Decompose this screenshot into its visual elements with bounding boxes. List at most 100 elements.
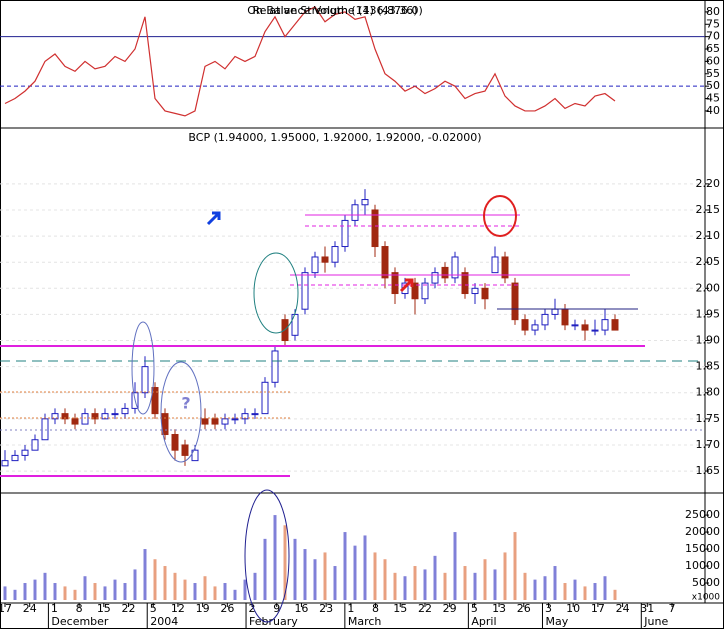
volume-bar bbox=[263, 538, 267, 600]
y-tick-label: 1.95 bbox=[696, 307, 721, 320]
y-tick-label: 25000 bbox=[685, 508, 720, 521]
volume-bar bbox=[233, 589, 237, 600]
volume-bar bbox=[153, 559, 157, 600]
volume-bar bbox=[533, 579, 537, 600]
candle-body bbox=[341, 219, 349, 248]
candle-body bbox=[251, 413, 259, 416]
candle-body bbox=[611, 319, 619, 331]
month-label: 2004 bbox=[150, 615, 178, 628]
y-tick-label: 2.10 bbox=[696, 229, 721, 242]
volume-bar bbox=[313, 559, 317, 600]
candle-body bbox=[331, 246, 339, 263]
y-tick-label: 1.70 bbox=[696, 438, 721, 451]
chart-title: BCP (1.94000, 1.95000, 1.92000, 1.92000,… bbox=[188, 131, 481, 144]
volume-bar bbox=[423, 569, 427, 600]
x-tick-label: 22 bbox=[122, 602, 136, 615]
volume-bar bbox=[173, 572, 177, 600]
candle-body bbox=[391, 272, 399, 295]
candle-body bbox=[311, 256, 319, 274]
candle-body bbox=[71, 418, 79, 425]
y-tick-label: 45 bbox=[706, 92, 720, 105]
volume-bar bbox=[453, 532, 457, 600]
x-tick-label: 8 bbox=[372, 602, 379, 615]
candle-body bbox=[421, 282, 429, 300]
volume-bar bbox=[283, 525, 287, 600]
volume-bar bbox=[603, 576, 607, 600]
x-tick-label: 5 bbox=[471, 602, 478, 615]
volume-bar bbox=[473, 572, 477, 600]
volume-bar bbox=[13, 589, 17, 600]
candle-body bbox=[31, 439, 39, 451]
candle-body bbox=[271, 350, 279, 383]
volume-bar bbox=[183, 579, 187, 600]
y-tick-label: 1.85 bbox=[696, 360, 721, 373]
y-tick-label: 2.15 bbox=[696, 203, 721, 216]
candle-body bbox=[51, 413, 59, 420]
candle-body bbox=[111, 413, 119, 416]
volume-bar bbox=[193, 583, 197, 600]
candle-body bbox=[501, 256, 509, 279]
x-tick-label: 15 bbox=[393, 602, 407, 615]
volume-bar bbox=[593, 583, 597, 600]
volume-bar bbox=[273, 515, 277, 600]
volume-bar bbox=[553, 566, 557, 600]
candle-body bbox=[301, 272, 309, 310]
x-tick-label: 1 bbox=[51, 602, 58, 615]
candle-body bbox=[521, 319, 529, 331]
y-tick-label: 10000 bbox=[685, 559, 720, 572]
x-tick-label: 1 bbox=[347, 602, 354, 615]
candle-body bbox=[41, 418, 49, 441]
volume-bar bbox=[343, 532, 347, 600]
x-tick-label: 16 bbox=[294, 602, 308, 615]
volume-bar bbox=[463, 566, 467, 600]
x-tick-label: 17 bbox=[591, 602, 605, 615]
highlight-ellipse bbox=[160, 361, 202, 463]
y-tick-label: 80 bbox=[706, 5, 720, 18]
x-tick-label: 15 bbox=[97, 602, 111, 615]
candle-body bbox=[151, 387, 159, 415]
x-tick-label: 7 bbox=[669, 602, 676, 615]
candle-body bbox=[431, 272, 439, 284]
candle-body bbox=[531, 324, 539, 331]
candle-body bbox=[461, 272, 469, 295]
candle-body bbox=[11, 454, 19, 462]
highlight-ellipse bbox=[244, 489, 290, 623]
x-tick-label: 5 bbox=[150, 602, 157, 615]
month-label: December bbox=[51, 615, 109, 628]
annotations bbox=[0, 195, 705, 623]
candle-body bbox=[481, 287, 489, 300]
highlight-ellipse bbox=[483, 195, 517, 237]
candle-body bbox=[171, 434, 179, 451]
candle-body bbox=[201, 418, 209, 425]
y-tick-label: 2.20 bbox=[696, 177, 721, 190]
month-label: April bbox=[471, 615, 496, 628]
candle-body bbox=[141, 366, 149, 394]
volume-bar bbox=[583, 586, 587, 600]
candle-body bbox=[261, 381, 269, 415]
question-mark: ? bbox=[181, 394, 190, 413]
volume-bar bbox=[23, 583, 27, 600]
candle-body bbox=[241, 413, 249, 420]
panel-title: Relative Strength (14) (43.36) bbox=[252, 4, 417, 17]
volume-bar bbox=[143, 549, 147, 600]
y-tick-label: 1.80 bbox=[696, 386, 721, 399]
volume-bar bbox=[563, 583, 567, 600]
y-tick-label: 1.90 bbox=[696, 334, 721, 347]
volume-bar bbox=[163, 566, 167, 600]
volume-bar bbox=[103, 586, 107, 600]
x-tick-label: 9 bbox=[273, 602, 280, 615]
candle-body bbox=[61, 413, 69, 420]
volume-bar bbox=[403, 576, 407, 600]
candle-body bbox=[561, 308, 569, 326]
x-tick-label: 17 bbox=[0, 602, 12, 615]
volume-bar bbox=[613, 589, 617, 600]
x-tick-label: 8 bbox=[76, 602, 83, 615]
candle-body bbox=[591, 329, 599, 332]
x-tick-label: 24 bbox=[616, 602, 630, 615]
volume-bar bbox=[333, 566, 337, 600]
y-tick-label: 20000 bbox=[685, 525, 720, 538]
volume-bar bbox=[303, 549, 307, 600]
panel-title: On Balance Volume (136,876.0) bbox=[247, 4, 422, 17]
